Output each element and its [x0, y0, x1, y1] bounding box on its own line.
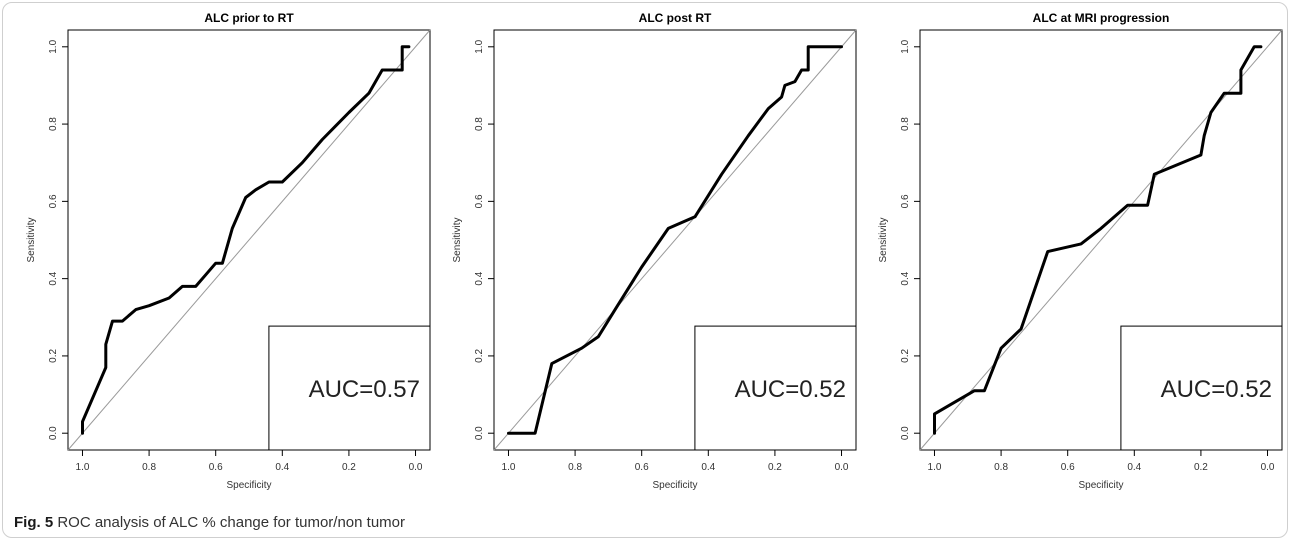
- auc-label: AUC=0.52: [735, 376, 846, 403]
- y-tick-label: 0.4: [474, 271, 485, 285]
- auc-box: [268, 325, 431, 451]
- chart-title: ALC prior to RT: [204, 11, 294, 25]
- roc-chart-mri-progression: ALC at MRI progression 1.0 0.8 0.6 0.4 0.2 0.0…: [878, 11, 1283, 491]
- reference-diagonal-line: [67, 29, 431, 451]
- auc-box: [694, 325, 857, 451]
- x-tick-label: 0.4: [1127, 462, 1141, 473]
- y-tick-label: 0.2: [474, 349, 485, 363]
- y-tick-label: 0.2: [48, 349, 59, 363]
- figure-caption: Fig. 5 ROC analysis of ALC % change for …: [14, 514, 405, 531]
- y-tick-label: 0.2: [900, 349, 911, 363]
- auc-label: AUC=0.57: [309, 376, 420, 403]
- roc-panel-prior-rt: ALC prior to RT 1.0 0.8 0.6 0.4 0.2 0.0 0.0 0.2 0…: [18, 8, 446, 508]
- figure-caption-text: ROC analysis of ALC % change for tumor/n…: [57, 514, 406, 531]
- x-tick-label: 0.8: [142, 462, 156, 473]
- roc-panel-mri-progression: ALC at MRI progression 1.0 0.8 0.6 0.4 0.2 0.0…: [870, 8, 1292, 508]
- y-tick-label: 0.8: [48, 117, 59, 131]
- roc-curve-line: [81, 45, 411, 435]
- x-axis-label: Specificity: [226, 480, 271, 491]
- x-tick-label: 0.0: [835, 462, 849, 473]
- auc-box: [1120, 325, 1283, 451]
- y-tick-label: 1.0: [48, 39, 59, 53]
- x-tick-label: 0.0: [409, 462, 423, 473]
- y-tick-label: 1.0: [900, 39, 911, 53]
- x-tick-label: 0.4: [701, 462, 715, 473]
- x-tick-label: 1.0: [76, 462, 90, 473]
- roc-curve-line: [933, 45, 1263, 435]
- y-tick-label: 0.6: [48, 194, 59, 208]
- chart-title: ALC at MRI progression: [1033, 11, 1170, 25]
- roc-chart-prior-rt: ALC prior to RT 1.0 0.8 0.6 0.4 0.2 0.0 0.0 0.2 0…: [26, 11, 431, 491]
- y-axis-label: Sensitivity: [26, 217, 37, 262]
- x-tick-label: 0.6: [1061, 462, 1075, 473]
- y-tick-label: 0.0: [900, 426, 911, 440]
- y-axis-label: Sensitivity: [878, 217, 889, 262]
- x-tick-label: 1.0: [928, 462, 942, 473]
- roc-chart-post-rt: ALC post RT 1.0 0.8 0.6 0.4 0.2 0.0 0.0 0.2 0.4 0.…: [452, 11, 857, 491]
- y-tick-label: 0.0: [474, 426, 485, 440]
- x-tick-label: 0.8: [994, 462, 1008, 473]
- y-tick-label: 0.4: [48, 271, 59, 285]
- y-tick-label: 1.0: [474, 39, 485, 53]
- figure-label: Fig. 5: [14, 514, 54, 531]
- y-tick-label: 0.4: [900, 271, 911, 285]
- reference-diagonal-line: [493, 29, 857, 451]
- x-tick-label: 0.2: [768, 462, 782, 473]
- x-tick-label: 0.6: [209, 462, 223, 473]
- x-tick-label: 1.0: [502, 462, 516, 473]
- x-tick-label: 0.8: [568, 462, 582, 473]
- x-tick-label: 0.0: [1261, 462, 1275, 473]
- x-axis-label: Specificity: [652, 480, 697, 491]
- x-axis-label: Specificity: [1078, 480, 1123, 491]
- x-tick-label: 0.2: [342, 462, 356, 473]
- reference-diagonal-line: [919, 29, 1283, 451]
- x-tick-label: 0.6: [635, 462, 649, 473]
- x-tick-label: 0.2: [1194, 462, 1208, 473]
- y-tick-label: 0.8: [474, 117, 485, 131]
- y-tick-label: 0.0: [48, 426, 59, 440]
- roc-curve-line: [507, 45, 843, 435]
- y-tick-label: 0.6: [900, 194, 911, 208]
- y-tick-label: 0.8: [900, 117, 911, 131]
- x-tick-label: 0.4: [275, 462, 289, 473]
- y-tick-label: 0.6: [474, 194, 485, 208]
- auc-label: AUC=0.52: [1161, 376, 1272, 403]
- roc-panel-post-rt: ALC post RT 1.0 0.8 0.6 0.4 0.2 0.0 0.0 0.2 0.4 0.…: [444, 8, 872, 508]
- chart-title: ALC post RT: [639, 11, 712, 25]
- y-axis-label: Sensitivity: [452, 217, 463, 262]
